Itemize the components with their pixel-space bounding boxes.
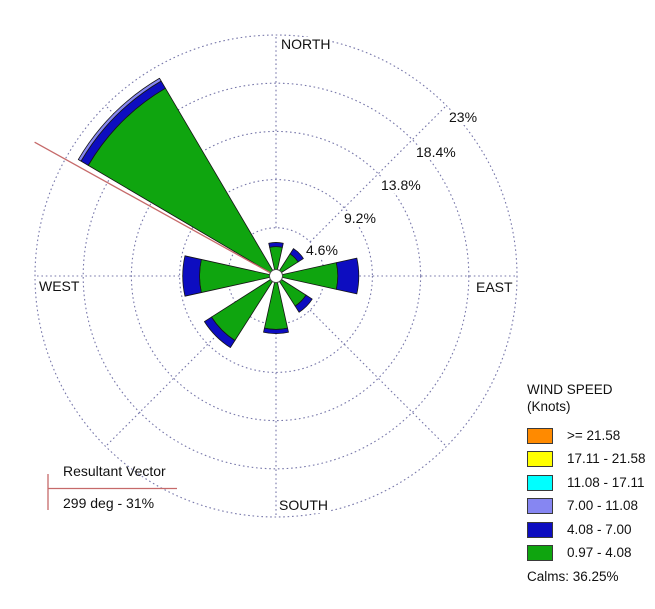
legend-swatch bbox=[527, 474, 553, 491]
legend-bin-label: 11.08 - 17.11 bbox=[567, 474, 645, 490]
wind-petal-ne bbox=[289, 248, 304, 263]
wind-petal-n bbox=[268, 242, 284, 248]
legend-row: 11.08 - 17.11 bbox=[527, 474, 655, 491]
legend-row: 17.11 - 21.58 bbox=[527, 451, 655, 468]
ring-label-18.4: 18.4% bbox=[415, 144, 457, 160]
legend-row: 0.97 - 4.08 bbox=[527, 545, 655, 561]
wind-petal-se bbox=[294, 294, 313, 313]
legend-title: WIND SPEED bbox=[527, 382, 613, 397]
legend-calms: Calms: 36.25% bbox=[527, 569, 619, 584]
wind-petal-s bbox=[263, 327, 289, 335]
compass-label-south: SOUTH bbox=[278, 497, 329, 513]
legend-row: 7.00 - 11.08 bbox=[527, 498, 655, 515]
wind-petal-w bbox=[182, 255, 202, 297]
calm-center-circle bbox=[269, 269, 283, 283]
compass-label-west: WEST bbox=[38, 278, 81, 294]
legend-swatch bbox=[527, 498, 553, 515]
legend-subtitle: (Knots) bbox=[527, 399, 571, 414]
grid-ring bbox=[82, 82, 470, 470]
legend-swatch bbox=[527, 521, 553, 538]
legend-row: >= 21.58 bbox=[527, 428, 655, 444]
grid-ring bbox=[34, 34, 518, 518]
legend-bin-label: 4.08 - 7.00 bbox=[567, 521, 632, 537]
ring-label-13.8: 13.8% bbox=[380, 177, 422, 193]
legend-swatch bbox=[527, 545, 553, 561]
legend-bin-label: 0.97 - 4.08 bbox=[567, 545, 632, 560]
resultant-vector-line bbox=[34, 141, 277, 277]
wind-petal-sw bbox=[204, 316, 236, 348]
ring-label-9.2: 9.2% bbox=[343, 210, 377, 226]
ring-label-23: 23% bbox=[448, 109, 479, 125]
compass-label-east: EAST bbox=[475, 279, 514, 295]
wind-petal-e bbox=[335, 257, 360, 295]
wind-speed-legend: WIND SPEED (Knots) >= 21.58 17.11 - 21.58… bbox=[527, 382, 655, 592]
grid-ring bbox=[179, 179, 373, 373]
legend-bin-label: >= 21.58 bbox=[567, 428, 621, 443]
grid-spoke bbox=[309, 105, 447, 243]
grid-ring bbox=[130, 130, 422, 422]
legend-swatch bbox=[527, 451, 553, 468]
wind-petal-nw bbox=[77, 77, 162, 162]
legend-swatch bbox=[527, 428, 553, 444]
legend-row: 4.08 - 7.00 bbox=[527, 521, 655, 538]
legend-bin-label: 7.00 - 11.08 bbox=[567, 498, 639, 514]
legend-bin-label: 17.11 - 21.58 bbox=[567, 451, 646, 467]
resultant-vector-title: Resultant Vector bbox=[63, 463, 166, 479]
compass-label-north: NORTH bbox=[280, 36, 332, 52]
grid-spoke bbox=[309, 309, 447, 447]
resultant-vector-value: 299 deg - 31% bbox=[63, 495, 155, 511]
ring-label-4.6: 4.6% bbox=[305, 242, 339, 258]
